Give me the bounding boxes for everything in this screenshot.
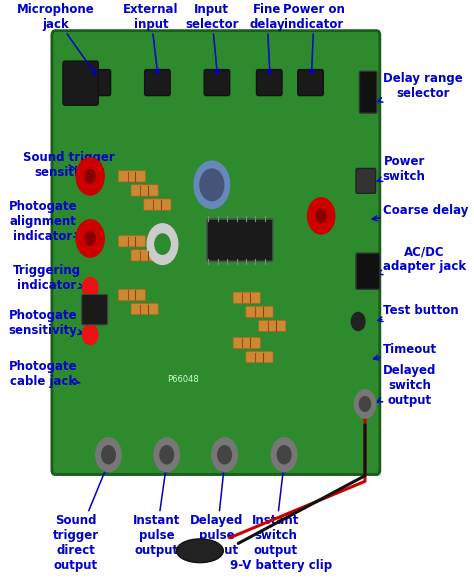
Text: Fine
delay: Fine delay	[249, 3, 285, 74]
Text: Photogate
cable jack: Photogate cable jack	[9, 360, 80, 388]
Text: Test button: Test button	[378, 304, 458, 322]
Text: Microphone
jack: Microphone jack	[17, 3, 96, 75]
Circle shape	[316, 209, 326, 223]
Circle shape	[351, 312, 365, 331]
FancyBboxPatch shape	[204, 70, 230, 95]
Text: Power
switch: Power switch	[378, 155, 426, 183]
Circle shape	[147, 224, 178, 264]
FancyBboxPatch shape	[246, 306, 273, 318]
Text: P66048: P66048	[167, 375, 199, 384]
Circle shape	[85, 232, 95, 245]
Circle shape	[355, 390, 375, 418]
Circle shape	[101, 446, 115, 464]
Text: Delay range
selector: Delay range selector	[378, 72, 463, 102]
FancyBboxPatch shape	[233, 292, 260, 304]
Text: Delayed
pulse
output: Delayed pulse output	[190, 467, 244, 556]
Circle shape	[160, 446, 173, 464]
FancyBboxPatch shape	[82, 294, 108, 325]
Text: Power on
indicator: Power on indicator	[283, 3, 345, 74]
FancyBboxPatch shape	[145, 70, 170, 95]
Text: Sound trigger
sensitivity: Sound trigger sensitivity	[23, 151, 115, 179]
Text: Instant
pulse
output: Instant pulse output	[133, 467, 180, 556]
Circle shape	[154, 438, 180, 472]
FancyBboxPatch shape	[131, 250, 158, 261]
FancyBboxPatch shape	[356, 253, 380, 290]
Text: Photogate
alignment
indicator: Photogate alignment indicator	[9, 200, 80, 243]
FancyBboxPatch shape	[131, 304, 158, 315]
FancyBboxPatch shape	[118, 290, 146, 301]
Circle shape	[218, 446, 231, 464]
Circle shape	[82, 324, 98, 345]
Circle shape	[200, 169, 224, 201]
FancyBboxPatch shape	[259, 321, 286, 332]
Circle shape	[96, 438, 121, 472]
Text: AC/DC
adapter jack: AC/DC adapter jack	[378, 245, 466, 275]
Circle shape	[155, 234, 170, 254]
FancyBboxPatch shape	[63, 61, 98, 105]
Text: Delayed
switch
output: Delayed switch output	[377, 364, 436, 407]
FancyBboxPatch shape	[131, 185, 158, 196]
Circle shape	[308, 198, 335, 234]
Ellipse shape	[176, 539, 223, 563]
Circle shape	[194, 161, 230, 208]
Text: Instant
switch
output: Instant switch output	[252, 467, 299, 556]
FancyBboxPatch shape	[356, 168, 375, 193]
FancyBboxPatch shape	[359, 71, 377, 113]
Text: External
input: External input	[123, 3, 179, 74]
FancyBboxPatch shape	[256, 70, 282, 95]
FancyBboxPatch shape	[85, 70, 110, 95]
FancyBboxPatch shape	[207, 219, 273, 261]
Circle shape	[85, 170, 95, 183]
Circle shape	[212, 438, 237, 472]
Circle shape	[359, 397, 371, 411]
Text: Triggering
indicator: Triggering indicator	[13, 264, 84, 292]
Text: Sound
trigger
direct
output: Sound trigger direct output	[53, 467, 107, 572]
Circle shape	[272, 438, 297, 472]
Circle shape	[82, 277, 98, 298]
Text: Photogate
sensitivity: Photogate sensitivity	[9, 309, 83, 337]
Text: Coarse delay: Coarse delay	[373, 204, 468, 221]
Text: 9-V battery clip: 9-V battery clip	[230, 559, 332, 572]
Circle shape	[76, 220, 104, 257]
FancyBboxPatch shape	[118, 236, 146, 247]
FancyBboxPatch shape	[298, 70, 323, 95]
Text: Timeout: Timeout	[374, 343, 437, 360]
FancyBboxPatch shape	[118, 171, 146, 182]
FancyBboxPatch shape	[52, 30, 380, 474]
FancyBboxPatch shape	[144, 199, 171, 210]
FancyBboxPatch shape	[233, 338, 260, 349]
Text: Input
selector: Input selector	[185, 3, 238, 74]
Circle shape	[76, 158, 104, 195]
FancyBboxPatch shape	[246, 352, 273, 363]
Circle shape	[277, 446, 291, 464]
